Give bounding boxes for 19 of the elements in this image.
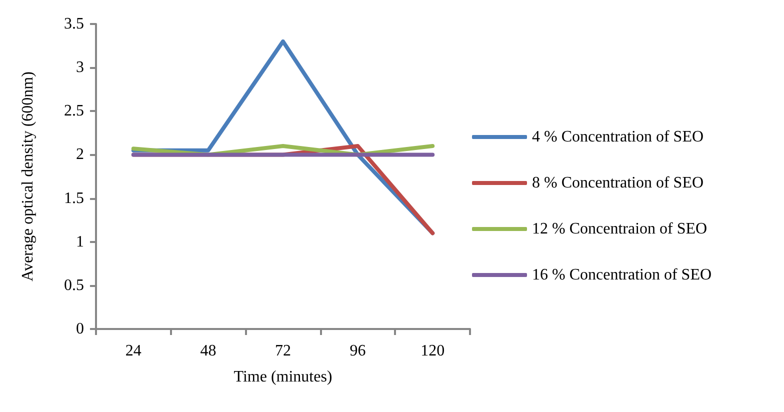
x-tick-label: 48 — [200, 342, 216, 360]
y-tick-label: 1.5 — [64, 190, 84, 207]
x-tick-label: 120 — [420, 342, 445, 360]
y-tick-label: 3.5 — [64, 16, 84, 32]
y-tick-label: 3 — [76, 59, 84, 76]
x-tick-label: 72 — [275, 342, 291, 360]
legend-label: 8 % Concentration of SEO — [532, 174, 704, 192]
y-tick-label: 2 — [76, 146, 84, 164]
y-tick-label: 0.5 — [64, 276, 84, 294]
x-tick-label: 96 — [350, 342, 366, 360]
x-tick-label: 24 — [125, 342, 142, 360]
legend-label: 12 % Concentraion of SEO — [532, 220, 708, 238]
y-axis-title: Average optical density (600nm) — [20, 72, 36, 282]
y-tick-label: 1 — [76, 233, 84, 250]
y-tick-label: 2.5 — [64, 102, 84, 120]
legend-label: 4 % Concentration of SEO — [532, 128, 704, 146]
x-axis-title: Time (minutes) — [234, 368, 332, 386]
y-tick-label: 0 — [76, 320, 84, 338]
legend-label: 16 % Concentration of SEO — [532, 266, 712, 284]
